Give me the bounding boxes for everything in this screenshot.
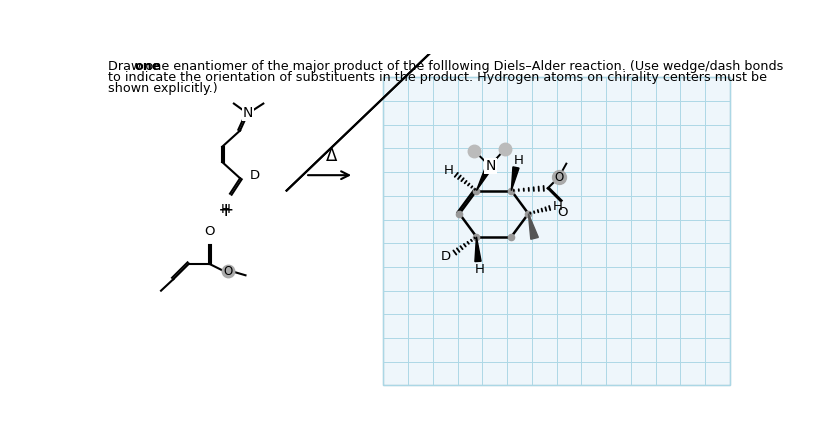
Text: H: H: [475, 263, 484, 276]
Text: to indicate the orientation of substituents in the product. Hydrogen atoms on ch: to indicate the orientation of substitue…: [109, 71, 767, 84]
Text: O: O: [554, 171, 563, 184]
Text: D: D: [440, 250, 450, 263]
Text: shown explicitly.): shown explicitly.): [109, 82, 218, 95]
Text: O: O: [204, 225, 215, 238]
Text: +: +: [218, 201, 234, 220]
Polygon shape: [475, 237, 481, 262]
Text: O: O: [224, 265, 233, 278]
Text: N: N: [485, 159, 496, 173]
Polygon shape: [529, 214, 538, 239]
Polygon shape: [511, 167, 519, 190]
Text: one: one: [134, 61, 161, 74]
Bar: [383, 78, 730, 385]
Text: Draw one enantiomer of the major product of the folllowing Diels–Alder reaction.: Draw one enantiomer of the major product…: [109, 61, 784, 74]
Text: N: N: [243, 106, 253, 120]
Polygon shape: [476, 164, 493, 190]
Text: H: H: [553, 200, 563, 213]
Text: D: D: [249, 169, 260, 182]
Text: H: H: [444, 164, 453, 177]
Text: H: H: [221, 203, 231, 216]
Text: O: O: [557, 206, 568, 219]
Text: Δ: Δ: [325, 147, 337, 165]
Text: H: H: [513, 154, 523, 167]
